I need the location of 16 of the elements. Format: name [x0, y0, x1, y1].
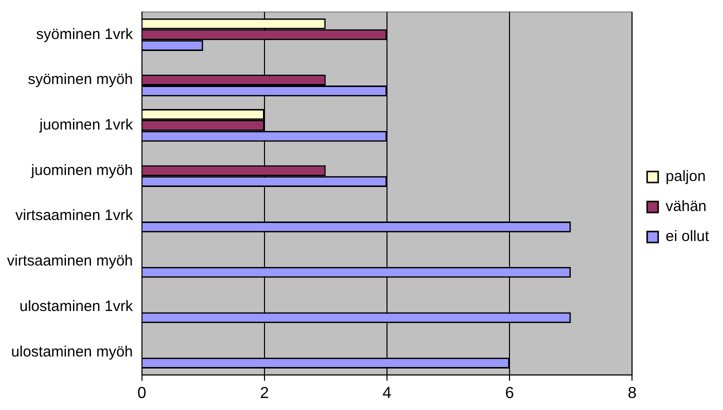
legend-label: vähän [666, 198, 707, 216]
x-tick-label: 4 [382, 384, 392, 402]
y-tick-label: syöminen myöh [28, 71, 133, 88]
x-tick-label: 2 [260, 384, 269, 402]
y-tick-label: virtsaaminen 1vrk [15, 207, 134, 224]
x-tick-label: 6 [505, 384, 514, 402]
legend-label: paljon [666, 168, 706, 186]
y-tick-label: virtsaaminen myöh [6, 252, 133, 270]
y-tick-label: juominen 1vrk [38, 116, 134, 134]
y-tick-label: juominen myöh [30, 162, 133, 179]
x-tick-label: 0 [137, 384, 146, 402]
y-tick-label: syöminen 1vrk [36, 26, 134, 43]
legend-label: ei ollut [666, 228, 710, 246]
y-tick-label: ulostaminen 1vrk [19, 298, 134, 315]
x-tick-label: 8 [628, 384, 637, 402]
y-tick-label: ulostaminen myöh [11, 343, 133, 360]
